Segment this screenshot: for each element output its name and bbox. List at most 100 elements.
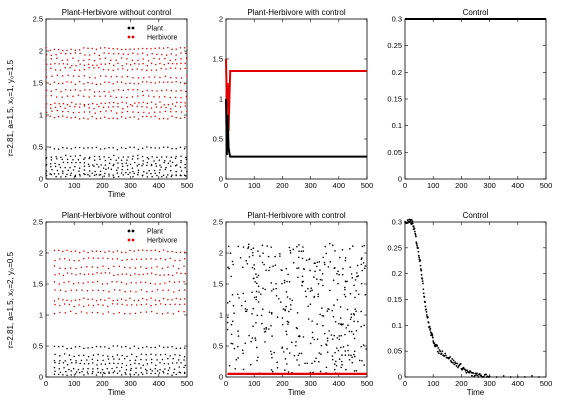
data-point bbox=[328, 330, 330, 332]
data-point bbox=[334, 320, 337, 323]
data-point bbox=[471, 374, 473, 377]
data-point bbox=[108, 62, 111, 65]
data-point bbox=[78, 118, 81, 120]
data-point bbox=[330, 334, 333, 336]
data-point bbox=[159, 274, 161, 276]
data-point bbox=[83, 74, 86, 77]
axis-frame bbox=[45, 18, 188, 180]
data-point bbox=[96, 359, 99, 362]
data-point bbox=[65, 88, 67, 91]
data-point bbox=[427, 321, 430, 324]
data-point bbox=[456, 362, 459, 365]
data-point bbox=[307, 287, 309, 290]
data-point bbox=[156, 156, 158, 158]
data-point bbox=[175, 54, 177, 56]
data-point bbox=[104, 46, 106, 49]
data-point bbox=[363, 244, 366, 247]
data-point bbox=[64, 166, 66, 169]
data-point bbox=[474, 372, 477, 375]
data-point bbox=[119, 289, 121, 291]
data-point bbox=[83, 47, 85, 49]
data-point bbox=[406, 219, 409, 221]
data-point bbox=[297, 354, 300, 357]
data-point bbox=[66, 63, 69, 65]
row-label-bottom: r=2.81, a=1.5, x₀=2, y₀=0.5 bbox=[6, 251, 15, 348]
data-point bbox=[141, 165, 143, 167]
data-point bbox=[53, 81, 56, 83]
data-point bbox=[476, 374, 479, 377]
data-point bbox=[334, 351, 336, 354]
data-point bbox=[93, 59, 96, 62]
data-point bbox=[179, 106, 182, 108]
data-point bbox=[317, 293, 320, 295]
data-point bbox=[461, 368, 464, 371]
data-point bbox=[285, 267, 288, 270]
data-point bbox=[319, 370, 322, 373]
x-tick-label: 100 bbox=[248, 181, 261, 190]
data-point bbox=[531, 374, 533, 377]
data-point bbox=[431, 336, 434, 339]
data-point bbox=[495, 376, 498, 378]
data-point bbox=[120, 147, 123, 149]
chart-title: Plant-Herbivore without control bbox=[62, 8, 172, 17]
data-point bbox=[96, 103, 98, 106]
data-point bbox=[419, 259, 422, 262]
row-label-text: r=2.81, a=1.5, x₀=2, y₀=0.5 bbox=[6, 251, 15, 348]
data-point bbox=[96, 311, 99, 314]
data-point bbox=[45, 59, 47, 61]
data-point bbox=[165, 176, 168, 178]
data-point bbox=[159, 111, 161, 113]
data-point bbox=[79, 52, 81, 55]
legend-label: Plant bbox=[147, 26, 163, 33]
data-point bbox=[160, 106, 162, 108]
data-point bbox=[265, 328, 267, 330]
data-point bbox=[146, 69, 148, 71]
data-point bbox=[150, 69, 153, 71]
data-point bbox=[180, 174, 182, 177]
data-point bbox=[92, 273, 94, 276]
data-point bbox=[59, 267, 61, 269]
data-point bbox=[50, 103, 52, 106]
data-point bbox=[171, 147, 173, 150]
data-point bbox=[134, 312, 137, 315]
data-point bbox=[95, 146, 98, 149]
data-point bbox=[234, 367, 237, 370]
data-point bbox=[185, 156, 187, 159]
data-point bbox=[283, 281, 286, 284]
data-point bbox=[75, 362, 77, 364]
data-point bbox=[255, 282, 258, 285]
y-tick-label: 0.05 bbox=[387, 347, 402, 356]
data-point bbox=[365, 348, 367, 350]
data-point bbox=[253, 264, 255, 266]
data-point bbox=[104, 272, 107, 274]
data-point bbox=[302, 250, 305, 252]
data-point bbox=[175, 174, 177, 177]
data-point bbox=[120, 116, 123, 118]
data-point bbox=[364, 265, 367, 267]
data-point bbox=[283, 279, 286, 282]
data-point bbox=[159, 303, 162, 305]
data-point bbox=[459, 363, 462, 365]
data-point bbox=[244, 308, 247, 310]
data-point bbox=[155, 106, 158, 108]
x-axis-label: Time bbox=[467, 388, 485, 397]
data-point bbox=[56, 109, 59, 112]
data-point bbox=[305, 259, 308, 261]
data-point bbox=[322, 324, 324, 327]
data-point bbox=[125, 283, 128, 285]
data-point bbox=[98, 66, 100, 69]
data-point bbox=[137, 299, 140, 302]
data-point bbox=[121, 162, 123, 165]
data-point bbox=[45, 63, 48, 66]
data-point bbox=[155, 273, 157, 276]
data-point bbox=[171, 81, 173, 83]
data-point bbox=[355, 369, 358, 372]
data-point bbox=[262, 252, 264, 254]
data-point bbox=[313, 360, 316, 363]
data-point bbox=[261, 261, 264, 264]
data-point bbox=[172, 265, 175, 267]
data-point bbox=[56, 74, 59, 77]
data-point bbox=[110, 76, 113, 78]
data-point bbox=[92, 281, 94, 284]
data-point bbox=[150, 81, 152, 84]
